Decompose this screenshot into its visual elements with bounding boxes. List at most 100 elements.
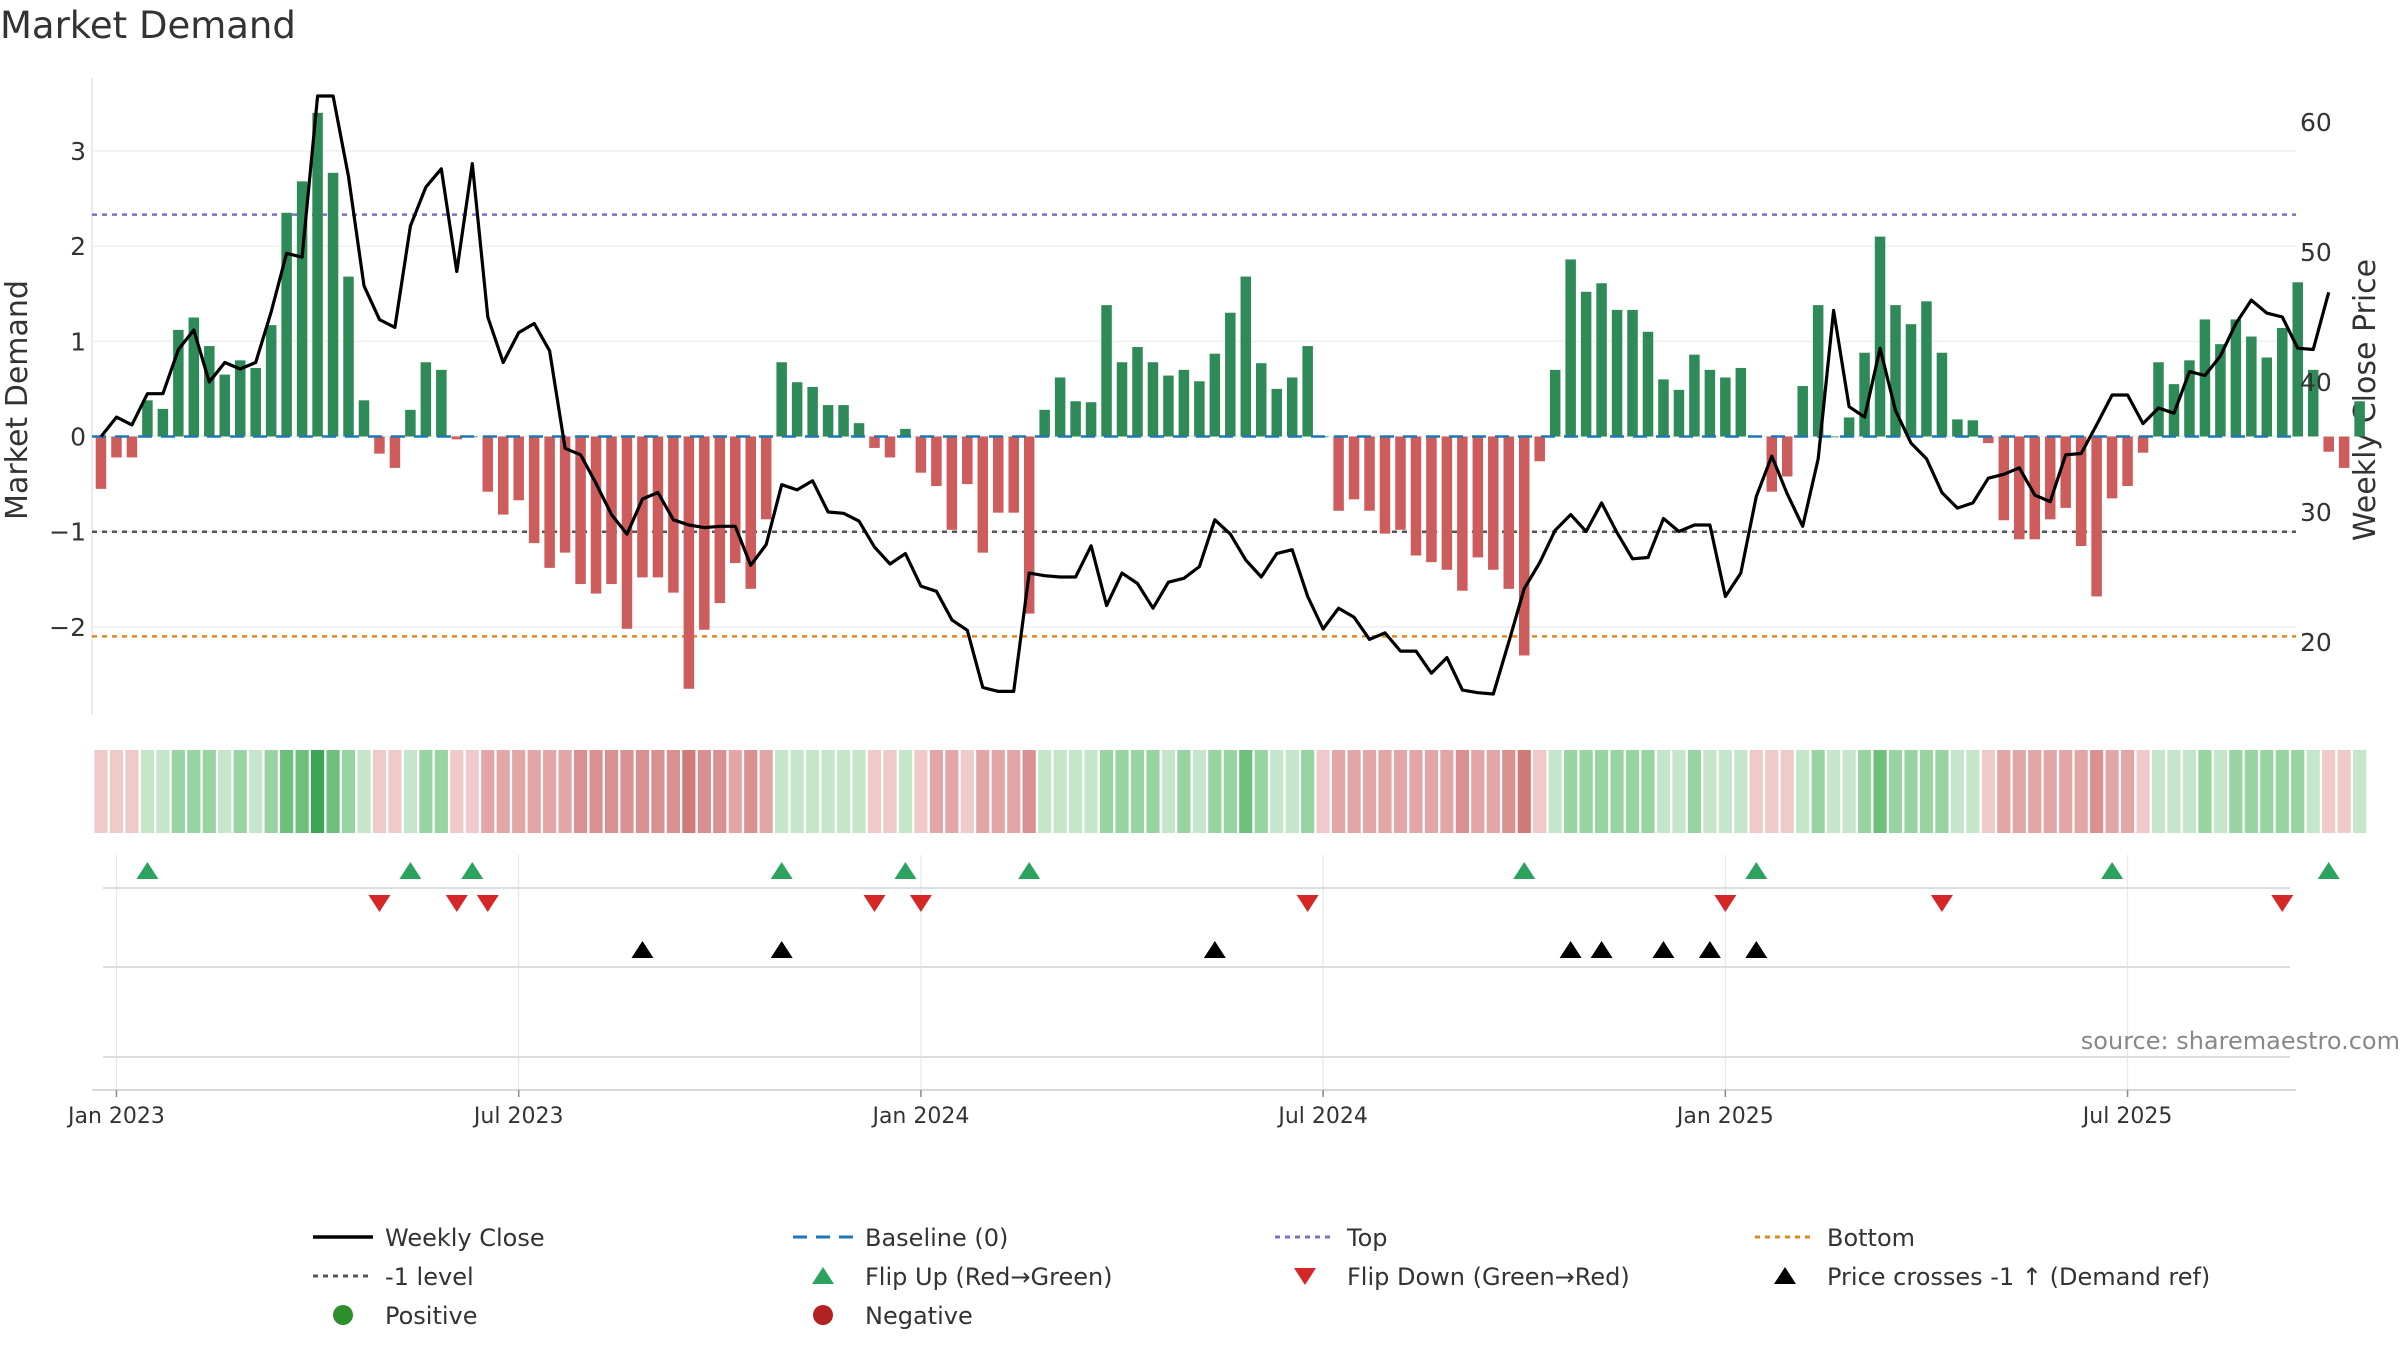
- demand-bar: [1302, 346, 1313, 437]
- demand-bar: [1828, 436, 1839, 438]
- strip-cell: [1130, 750, 1145, 833]
- flip-up-marker: [461, 862, 484, 879]
- price-cross-marker: [1590, 941, 1613, 958]
- strip-cell: [945, 750, 959, 833]
- demand-bar: [2106, 436, 2118, 499]
- y-tick-label-right: 60: [2300, 108, 2332, 137]
- strip-cell: [1347, 750, 1361, 833]
- strip-cell: [604, 750, 619, 833]
- demand-bar: [1905, 324, 1917, 437]
- legend-label: Flip Down (Green→Red): [1347, 1263, 1630, 1291]
- flip-down-marker: [863, 895, 886, 912]
- strip-cell: [1239, 750, 1253, 833]
- strip-cell: [1007, 750, 1021, 833]
- strip-cell: [1904, 750, 1918, 833]
- demand-bar: [1488, 436, 1499, 570]
- strip-cell: [357, 750, 371, 833]
- demand-bar: [1364, 436, 1375, 511]
- flip-up-marker: [399, 862, 422, 879]
- demand-bar: [1225, 312, 1236, 437]
- strip-cell: [1084, 750, 1098, 833]
- strip-cell: [1625, 750, 1640, 833]
- demand-bar: [1395, 436, 1406, 530]
- demand-bar: [513, 436, 524, 501]
- demand-bar: [1054, 377, 1066, 437]
- y-tick-label-left: 1: [70, 327, 86, 356]
- strip-cell: [1440, 750, 1454, 833]
- strip-cell: [1378, 750, 1392, 833]
- demand-bar: [1766, 436, 1778, 492]
- demand-bar: [668, 436, 679, 593]
- demand-bar: [2153, 362, 2164, 437]
- demand-bar: [1890, 305, 1901, 437]
- strip-cell: [109, 750, 124, 833]
- legend-swatch-triangle: [1774, 1267, 1796, 1284]
- demand-bar: [436, 369, 447, 437]
- demand-bar: [497, 436, 509, 515]
- strip-cell: [249, 750, 263, 833]
- strip-cell: [1177, 750, 1191, 833]
- strip-cell: [836, 750, 851, 833]
- demand-bar: [1735, 367, 1747, 437]
- demand-bar: [1240, 276, 1252, 437]
- demand-bar: [281, 212, 292, 437]
- legend-swatch-circle: [813, 1305, 833, 1325]
- y-tick-label-right: 40: [2300, 368, 2332, 397]
- flip-down-marker: [476, 895, 499, 912]
- demand-bar: [977, 436, 989, 553]
- strip-cell: [759, 750, 773, 833]
- strip-cell: [1146, 750, 1160, 833]
- x-axis-ticks: Jan 2023 Jul 2023 Jan 2024 Jul 2024 Jan 2025…: [66, 1090, 2172, 1129]
- strip-cell: [280, 750, 294, 833]
- strip-cell: [218, 750, 232, 833]
- strip-cell: [573, 750, 588, 833]
- strip-cell: [1223, 750, 1237, 833]
- demand-bar: [420, 362, 432, 437]
- demand-bar: [2199, 319, 2211, 437]
- strip-cell: [326, 750, 340, 833]
- strip-cell: [1656, 750, 1671, 833]
- demand-bar: [884, 436, 896, 458]
- demand-bar: [2338, 436, 2350, 468]
- demand-bar: [776, 362, 787, 437]
- price-cross-marker: [1745, 941, 1768, 958]
- strip-cell: [543, 750, 557, 833]
- demand-bar: [1070, 401, 1081, 437]
- strip-cell: [775, 750, 789, 833]
- demand-bar: [683, 436, 695, 689]
- demand-bar: [327, 172, 339, 437]
- demand-bar: [1503, 436, 1515, 589]
- demand-bar: [1116, 362, 1128, 437]
- price-cross-marker: [770, 941, 793, 958]
- strip-cell: [790, 750, 804, 833]
- demand-bar: [157, 408, 169, 437]
- strip-cell: [372, 750, 387, 833]
- demand-bar: [2261, 357, 2273, 437]
- strip-cell: [1424, 750, 1439, 833]
- demand-bar: [1812, 305, 1824, 437]
- strip-cell: [1548, 750, 1562, 833]
- demand-bar: [1596, 283, 1607, 437]
- demand-bar: [2246, 336, 2257, 437]
- demand-bar: [2137, 436, 2149, 453]
- demand-bar: [1580, 291, 1592, 437]
- strip-cell: [2229, 750, 2243, 833]
- strip-cell: [1594, 750, 1609, 833]
- strip-cell: [1254, 750, 1268, 833]
- strip-cell: [2260, 750, 2274, 833]
- strip-cell: [2306, 750, 2320, 833]
- demand-bar: [745, 436, 756, 589]
- demand-bar: [1658, 379, 1669, 437]
- demand-bar: [946, 436, 958, 530]
- demand-bar: [2215, 344, 2226, 437]
- strip-cell: [1981, 750, 1995, 833]
- demand-bar: [1859, 352, 1870, 437]
- demand-bar: [343, 276, 354, 437]
- x-tick-label: Jan 2023: [66, 1104, 165, 1129]
- strip-cell: [1919, 750, 1934, 833]
- price-cross-marker: [1652, 941, 1675, 958]
- demand-bar: [1843, 417, 1855, 437]
- demand-bar: [2122, 436, 2133, 487]
- strip-cell: [1362, 750, 1377, 833]
- demand-bar: [1642, 331, 1654, 437]
